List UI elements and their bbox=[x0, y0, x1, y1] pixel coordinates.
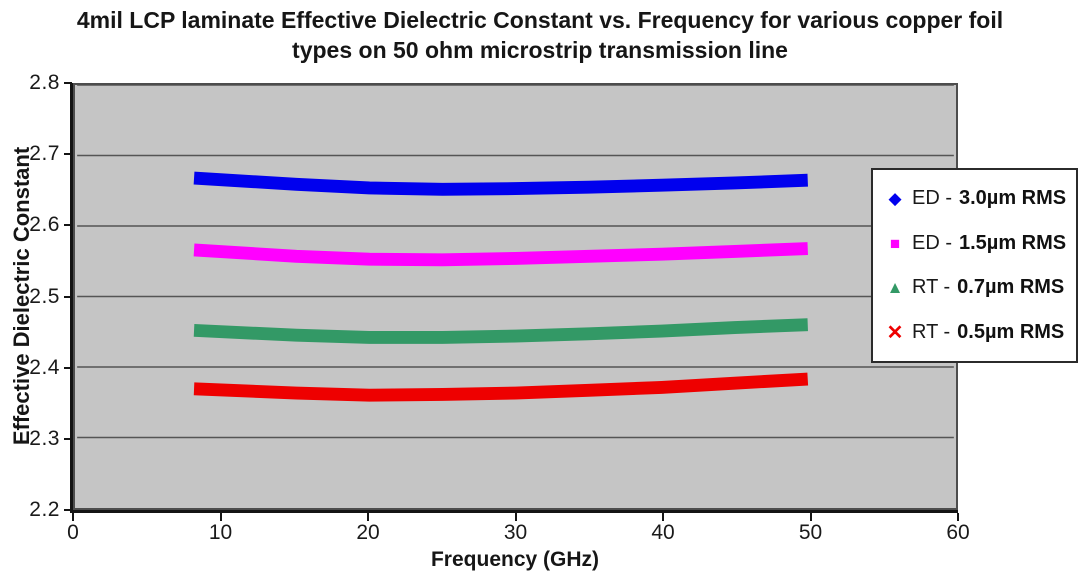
x-tick-mark bbox=[514, 513, 517, 521]
y-tick-mark bbox=[64, 82, 72, 84]
legend-label-value: 1.5µm RMS bbox=[959, 231, 1067, 254]
y-tick-mark bbox=[64, 295, 72, 298]
legend-label-prefix: RT - bbox=[912, 276, 951, 299]
x-tick-mark bbox=[809, 513, 812, 521]
square-marker-icon: ■ bbox=[889, 233, 901, 253]
legend-label-value: 3.0µm RMS bbox=[959, 186, 1067, 209]
y-tick-mark bbox=[64, 437, 72, 440]
y-tick-mark bbox=[64, 366, 72, 369]
legend-label-prefix: ED - bbox=[912, 186, 952, 209]
x-tick-mark bbox=[72, 513, 74, 521]
x-tick-mark bbox=[662, 513, 664, 521]
y-tick-label: 2.5 bbox=[29, 284, 60, 308]
y-axis-line bbox=[70, 83, 73, 513]
y-tick-label: 2.4 bbox=[29, 355, 60, 379]
x-axis-title: Frequency (GHz) bbox=[430, 548, 600, 571]
y-tick-mark bbox=[64, 224, 72, 227]
series-line-triangle bbox=[193, 318, 808, 344]
y-tick-label: 2.2 bbox=[29, 498, 60, 521]
x-axis-line bbox=[70, 510, 958, 513]
diamond-marker-icon: ◆ bbox=[888, 188, 902, 208]
y-tick-label: 2.6 bbox=[29, 213, 60, 237]
y-tick-mark bbox=[64, 509, 72, 511]
series-line-diamond bbox=[193, 171, 808, 196]
x-tick-label: 0 bbox=[67, 521, 79, 544]
y-tick-label: 2.3 bbox=[29, 426, 60, 450]
y-tick-label: 2.8 bbox=[29, 71, 60, 94]
legend: ◆ ED - 3.0µm RMS ■ ED - 1.5µm RMS ▲ RT - 0.7µ… bbox=[871, 168, 1078, 363]
legend-label-value: 0.7µm RMS bbox=[957, 276, 1065, 299]
x-tick-label: 20 bbox=[356, 521, 380, 544]
legend-item: ▲ RT - 0.7µm RMS bbox=[885, 276, 1074, 299]
series-line-square bbox=[193, 242, 808, 267]
legend-label-prefix: RT - bbox=[912, 321, 951, 344]
x-marker-icon: ✕ bbox=[886, 321, 904, 344]
x-tick-label: 30 bbox=[503, 521, 528, 544]
y-tick-label: 2.7 bbox=[29, 142, 60, 166]
legend-item: ✕ RT - 0.5µm RMS bbox=[885, 321, 1074, 344]
legend-label-value: 0.5µm RMS bbox=[957, 321, 1065, 344]
x-tick-label: 40 bbox=[651, 521, 675, 544]
y-tick-mark bbox=[64, 153, 72, 156]
x-tick-label: 10 bbox=[208, 521, 233, 544]
legend-label-prefix: ED - bbox=[912, 231, 952, 254]
x-tick-mark bbox=[957, 513, 959, 521]
plot-area bbox=[73, 83, 958, 510]
chart-title: 4mil LCP laminate Effective Dielectric C… bbox=[76, 7, 1004, 63]
legend-item: ■ ED - 1.5µm RMS bbox=[885, 232, 1074, 255]
x-tick-mark bbox=[219, 513, 222, 521]
x-tick-label: 60 bbox=[946, 521, 970, 544]
legend-item: ◆ ED - 3.0µm RMS bbox=[885, 187, 1074, 210]
triangle-marker-icon: ▲ bbox=[886, 278, 904, 298]
x-tick-mark bbox=[367, 513, 369, 521]
series-lines bbox=[77, 85, 954, 439]
x-tick-label: 50 bbox=[798, 521, 823, 544]
series-line-x bbox=[193, 372, 809, 402]
